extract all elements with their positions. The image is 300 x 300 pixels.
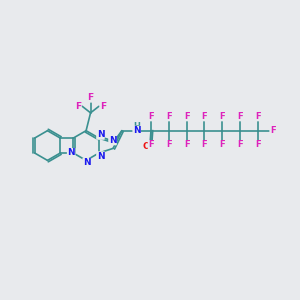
Text: N: N: [67, 148, 75, 158]
Text: N: N: [97, 130, 104, 139]
Text: F: F: [166, 112, 172, 121]
Text: F: F: [166, 140, 172, 149]
Text: F: F: [270, 126, 276, 135]
Text: F: F: [148, 112, 154, 121]
Text: F: F: [202, 112, 207, 121]
Text: F: F: [220, 140, 225, 149]
Text: F: F: [237, 112, 243, 121]
Text: F: F: [75, 102, 81, 111]
Text: F: F: [148, 140, 154, 149]
Text: F: F: [202, 140, 207, 149]
Text: F: F: [184, 112, 189, 121]
Text: N: N: [83, 158, 91, 167]
Text: H: H: [133, 122, 140, 131]
Text: O: O: [142, 142, 150, 151]
Text: F: F: [184, 140, 189, 149]
Text: F: F: [88, 93, 94, 102]
Text: F: F: [255, 112, 261, 121]
Text: F: F: [255, 140, 261, 149]
Text: F: F: [237, 140, 243, 149]
Text: N: N: [109, 136, 116, 145]
Text: F: F: [100, 102, 106, 111]
Text: N: N: [97, 152, 104, 161]
Text: N: N: [133, 126, 140, 135]
Text: F: F: [220, 112, 225, 121]
